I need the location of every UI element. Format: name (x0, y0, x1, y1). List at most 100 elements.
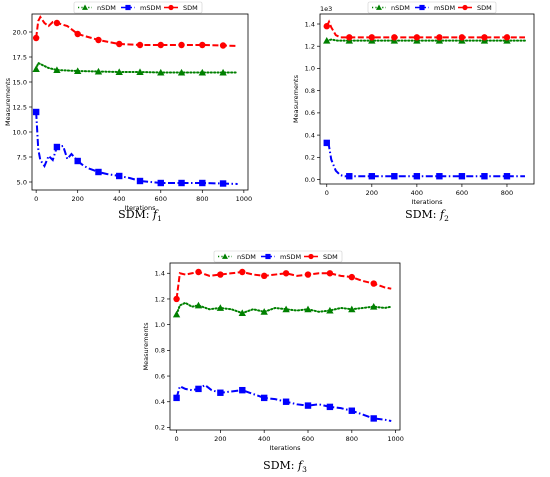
y-tick-label: 5.0 (17, 178, 27, 186)
legend-marker-nSDM (82, 4, 88, 10)
series-SDM (173, 268, 392, 303)
legend-label-nSDM: nSDM (391, 4, 410, 12)
x-tick-label: 0 (34, 195, 38, 203)
x-axis-label: Iterations (125, 204, 157, 212)
y-tick-label: 1.2 (305, 43, 315, 51)
data-point-nSDM (260, 308, 268, 315)
x-tick-label: 600 (302, 435, 314, 443)
x-tick-label: 1000 (236, 195, 253, 203)
data-point-mSDM (348, 407, 356, 414)
series-line-nSDM (325, 38, 526, 42)
legend-marker-mSDM (265, 253, 271, 260)
data-point-nSDM (177, 68, 186, 76)
data-point-nSDM (94, 67, 103, 75)
data-point-nSDM (370, 302, 378, 310)
x-tick-label: 0 (325, 189, 329, 197)
legend-label-nSDM: nSDM (237, 253, 256, 261)
chart-2: 0 200 400 600 800 0.0 0.2 0.4 0.6 0.8 1.0 1.2 1.4 Ite… (292, 1, 535, 223)
chart-1: 0 200 400 600 800 1000 5.0 7.5 10.0 12.5 15.0 17.5 2… (4, 1, 253, 223)
y-tick-label: 0.2 (155, 424, 165, 432)
data-point-mSDM (239, 386, 246, 394)
data-point-SDM (32, 34, 40, 42)
y-tick-label: 0.8 (155, 347, 165, 355)
x-tick-label: 400 (113, 195, 125, 203)
chart-caption: SDM: f3 (263, 459, 307, 474)
series-mSDM (323, 139, 525, 180)
data-point-mSDM (217, 389, 224, 396)
series-SDM (323, 19, 525, 41)
y-axis-label: Measurements (4, 77, 12, 126)
data-point-SDM (346, 34, 353, 41)
series-nSDM (172, 301, 393, 318)
legend-box (367, 1, 497, 14)
data-point-SDM (260, 272, 268, 280)
data-point-mSDM (346, 173, 353, 180)
x-tick-label: 200 (366, 189, 378, 197)
data-point-SDM (239, 268, 246, 276)
y-tick-label: 0.6 (155, 372, 165, 380)
data-point-SDM (173, 295, 180, 303)
series-line-mSDM (35, 111, 238, 185)
y-tick-label: 1.0 (305, 65, 315, 73)
series-line-mSDM (325, 142, 525, 178)
data-point-mSDM (74, 157, 81, 165)
y-tick-label: 0.4 (155, 398, 165, 406)
legend-marker-mSDM (419, 4, 425, 11)
data-point-SDM (136, 41, 144, 49)
data-point-mSDM (157, 179, 164, 187)
x-tick-label: 1000 (387, 435, 404, 443)
data-point-nSDM (216, 304, 225, 311)
data-point-mSDM (219, 180, 227, 187)
data-point-SDM (304, 271, 312, 278)
y-tick-label: 20.0 (13, 28, 27, 36)
data-point-mSDM (173, 394, 180, 402)
plot-frame (319, 13, 535, 185)
data-point-nSDM (115, 68, 123, 75)
x-tick-label: 800 (196, 195, 208, 203)
legend-box (73, 1, 203, 14)
series-SDM (32, 15, 238, 49)
caption-function: f (439, 208, 446, 221)
data-point-nSDM (326, 306, 334, 314)
x-axis-label: Iterations (270, 444, 302, 452)
y-tick-label: 1.4 (155, 270, 165, 278)
legend-box (213, 250, 343, 263)
data-point-nSDM (194, 301, 203, 309)
data-point-mSDM (116, 172, 123, 180)
series-line-SDM (35, 15, 238, 47)
data-point-SDM (282, 270, 290, 277)
data-point-mSDM (481, 173, 488, 180)
data-point-nSDM (282, 305, 290, 313)
data-point-SDM (116, 40, 123, 48)
data-point-SDM (413, 34, 421, 41)
data-point-SDM (323, 23, 330, 30)
data-point-mSDM (178, 179, 185, 187)
legend-label-SDM: SDM (183, 4, 198, 12)
legend-marker-mSDM (125, 4, 131, 11)
data-point-mSDM (370, 415, 377, 422)
legend-label-mSDM: mSDM (434, 4, 455, 12)
x-tick-label: 0 (175, 435, 179, 443)
data-point-nSDM (323, 36, 331, 44)
series-nSDM (32, 61, 239, 76)
caption-prefix: SDM: (118, 208, 153, 221)
data-point-mSDM (136, 177, 144, 185)
y-tick-label: 1.0 (155, 321, 165, 329)
data-point-mSDM (199, 179, 206, 187)
caption-prefix: SDM: (405, 208, 440, 221)
data-point-mSDM (260, 394, 268, 402)
chart-3: 0 200 400 600 800 1000 0.2 0.4 0.6 0.8 1.0 1.2 1.4 It… (142, 250, 404, 474)
data-point-mSDM (95, 168, 102, 176)
legend-marker-SDM (462, 4, 468, 11)
data-point-SDM (326, 270, 334, 277)
plot-frame (169, 262, 401, 431)
data-point-mSDM (32, 108, 40, 116)
legend-marker-nSDM (222, 253, 228, 259)
y-tick-label: 15.0 (13, 78, 27, 86)
y-tick-label: 0.0 (305, 176, 315, 184)
data-point-SDM (368, 34, 376, 41)
data-point-SDM (219, 42, 227, 49)
data-point-nSDM (136, 68, 144, 75)
data-point-SDM (436, 34, 443, 41)
